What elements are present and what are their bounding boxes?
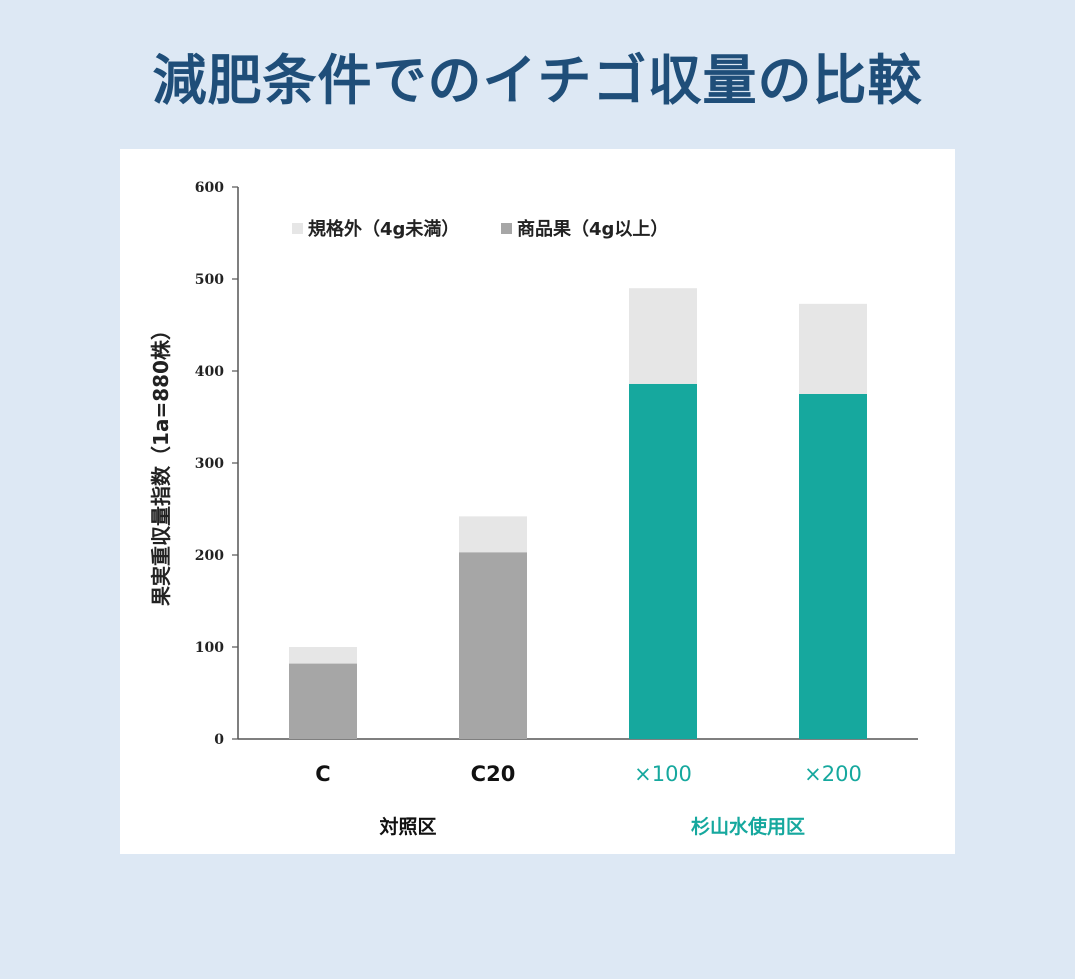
y-tick-label: 0 bbox=[214, 732, 224, 748]
legend-label: 規格外（4g未満） bbox=[308, 218, 459, 240]
bar-offgrade-1 bbox=[459, 516, 527, 553]
bar-offgrade-3 bbox=[799, 303, 867, 394]
x-category-label: ×200 bbox=[804, 762, 862, 786]
x-group-label: 杉山水使用区 bbox=[691, 815, 805, 838]
x-group-label: 対照区 bbox=[378, 815, 436, 838]
bar-marketable-2 bbox=[629, 383, 697, 739]
chart-panel: 0 100 200 300 400 500 600 果実重収量指数（1a=880株） C C20 ×… bbox=[120, 149, 955, 854]
legend-swatch bbox=[501, 223, 512, 234]
y-axis-title: 果実重収量指数（1a=880株） bbox=[149, 320, 173, 606]
x-category-label: C20 bbox=[471, 762, 516, 786]
stacked-bar-chart: 0 100 200 300 400 500 600 果実重収量指数（1a=880株） C C20 ×… bbox=[149, 180, 918, 838]
y-tick-label: 600 bbox=[195, 180, 224, 196]
legend-swatch bbox=[292, 223, 303, 234]
legend-label: 商品果（4g以上） bbox=[517, 218, 668, 240]
y-tick-label: 400 bbox=[195, 364, 224, 380]
bar-marketable-1 bbox=[459, 552, 527, 739]
bar-marketable-3 bbox=[799, 394, 867, 739]
x-category-label: ×100 bbox=[634, 762, 692, 786]
x-category-label: C bbox=[315, 762, 330, 786]
y-tick-label: 300 bbox=[195, 456, 224, 472]
bar-offgrade-0 bbox=[289, 647, 357, 664]
bar-offgrade-2 bbox=[629, 288, 697, 384]
page-title: 減肥条件でのイチゴ収量の比較 bbox=[152, 49, 923, 112]
bar-marketable-0 bbox=[289, 663, 357, 739]
y-tick-label: 200 bbox=[195, 548, 224, 564]
y-tick-label: 500 bbox=[195, 272, 224, 288]
y-tick-label: 100 bbox=[195, 640, 224, 656]
